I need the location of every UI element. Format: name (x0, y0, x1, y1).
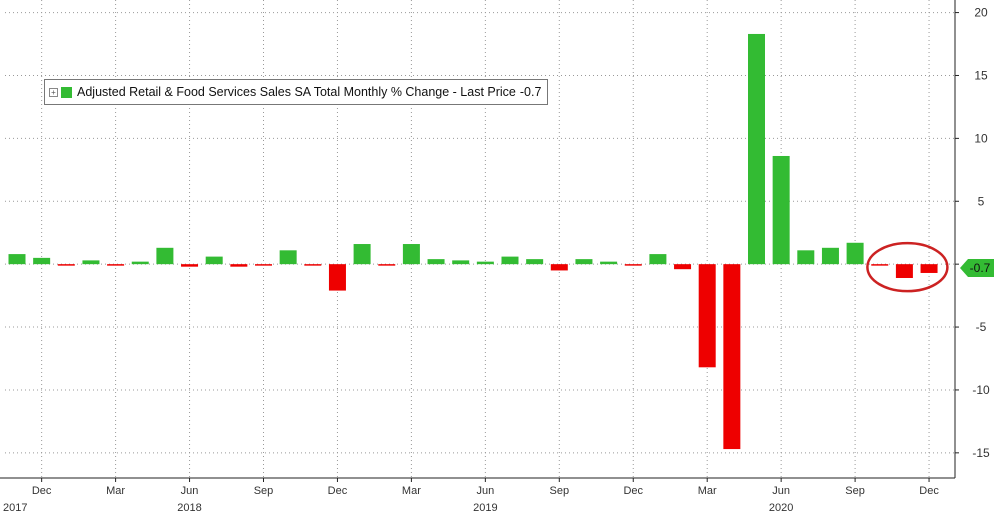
x-year-label: 2018 (177, 502, 201, 514)
bar (821, 247, 839, 265)
bar (8, 254, 26, 265)
bar (452, 260, 470, 265)
bar (82, 260, 100, 265)
x-tick-label: Dec (328, 485, 348, 497)
bar (57, 264, 75, 266)
x-tick-label: Jun (181, 485, 199, 497)
bar (156, 247, 174, 265)
bar (920, 264, 938, 273)
x-tick-label: Sep (550, 485, 570, 497)
y-tick-label: 10 (974, 131, 988, 145)
legend-last-value: -0.7 (519, 85, 542, 99)
x-tick-label: Sep (254, 485, 274, 497)
x-tick-label: Jun (772, 485, 790, 497)
bar (476, 261, 494, 265)
bar (797, 250, 815, 265)
bar (131, 261, 149, 265)
bar-series (8, 33, 938, 450)
x-tick-label: Mar (698, 485, 717, 497)
last-price-tag: -0.7 (960, 259, 994, 277)
bar (353, 244, 371, 265)
bar (698, 264, 716, 368)
axes (0, 0, 956, 479)
x-axis-ticks: Dec Mar Jun Sep Dec Mar Jun Sep Dec Mar Jun Sep Dec 2… (3, 478, 939, 514)
bar (427, 259, 445, 265)
y-tick-label: 15 (974, 68, 988, 82)
bar (649, 254, 667, 265)
x-year-label: 2020 (769, 502, 793, 514)
bar (772, 155, 790, 265)
bar (181, 264, 199, 267)
bar (378, 264, 396, 266)
bar (575, 259, 593, 265)
y-axis-ticks: 20151050-5-10-15 (955, 6, 990, 460)
bar (107, 264, 125, 266)
y-tick-label: 20 (974, 6, 988, 20)
y-tick-label: -10 (972, 383, 990, 397)
x-tick-label: Sep (845, 485, 865, 497)
highlight-annotation (866, 241, 949, 293)
bar (550, 264, 568, 271)
bar (723, 264, 741, 450)
x-tick-label: Dec (32, 485, 52, 497)
last-price-value: -0.7 (969, 261, 991, 275)
grid-lines (5, 0, 955, 478)
bar (402, 244, 420, 265)
y-tick-label: -15 (972, 446, 990, 460)
bar (600, 261, 618, 265)
x-year-label: 2017 (3, 502, 27, 514)
bar (871, 264, 889, 266)
bar (674, 264, 692, 270)
legend-label: Adjusted Retail & Food Services Sales SA… (77, 85, 516, 99)
x-tick-label: Jun (476, 485, 494, 497)
bar (255, 264, 272, 266)
bar (230, 264, 248, 267)
bar (846, 242, 864, 265)
legend: + Adjusted Retail & Food Services Sales … (44, 79, 549, 105)
x-year-label: 2019 (473, 502, 497, 514)
bar (895, 264, 913, 278)
bar (328, 264, 346, 291)
x-tick-label: Mar (106, 485, 125, 497)
legend-expand-icon[interactable]: + (49, 87, 58, 97)
bar (205, 256, 223, 265)
bar (304, 264, 322, 266)
bar (624, 264, 642, 266)
x-tick-label: Mar (402, 485, 421, 497)
y-tick-label: 5 (978, 194, 985, 208)
bar (748, 33, 765, 265)
y-tick-label: -5 (976, 320, 987, 334)
legend-swatch (61, 86, 72, 98)
x-tick-label: Dec (623, 485, 643, 497)
bar (33, 257, 51, 265)
x-tick-label: Dec (919, 485, 939, 497)
highlight-circle (866, 241, 949, 293)
bar (501, 256, 519, 265)
bar (526, 259, 544, 265)
bar (279, 250, 297, 265)
